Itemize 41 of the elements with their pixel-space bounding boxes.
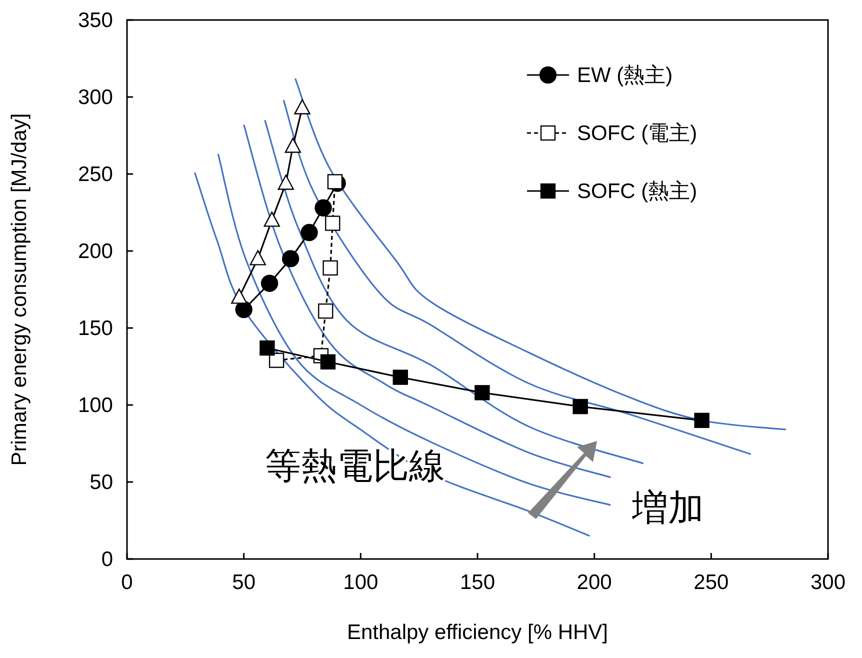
y-axis-title: Primary energy consumption [MJ/day] [8, 113, 31, 466]
legend-label: SOFC (電主) [577, 122, 698, 145]
y-tick-label: 350 [78, 9, 113, 32]
x-tick-label: 100 [343, 571, 378, 594]
point [278, 174, 294, 190]
point [264, 212, 280, 227]
y-tick-label: 200 [78, 240, 113, 263]
point [250, 250, 266, 266]
point [260, 340, 275, 356]
y-tick-label: 150 [78, 317, 113, 340]
x-tick-label: 0 [121, 571, 133, 594]
x-tick-label: 200 [576, 571, 612, 594]
point [300, 224, 318, 242]
y-tick-label: 250 [78, 163, 113, 186]
y-tick-label: 50 [90, 471, 113, 494]
point [318, 303, 334, 319]
point [235, 300, 252, 318]
legend-label: EW (熱主) [577, 64, 673, 87]
point [474, 385, 490, 400]
y-tick-label: 0 [101, 548, 113, 571]
x-axis-title: Enthalpy efficiency [% HHV] [346, 621, 608, 644]
y-tick-label: 100 [78, 394, 113, 417]
x-tick-label: 150 [460, 571, 496, 594]
point [572, 398, 588, 414]
point [284, 138, 302, 153]
annotation: 増加 [631, 487, 704, 528]
point [260, 274, 278, 292]
point [314, 199, 332, 216]
point [320, 354, 336, 370]
legend-label: SOFC (熱主) [577, 180, 698, 203]
x-tick-label: 300 [810, 571, 846, 594]
point [231, 288, 248, 304]
point [694, 412, 710, 428]
point [294, 99, 310, 114]
point [282, 250, 300, 268]
y-tick-label: 300 [78, 86, 113, 109]
point [327, 174, 343, 190]
x-tick-label: 50 [232, 571, 256, 594]
point [392, 370, 408, 385]
point [325, 216, 340, 231]
x-tick-label: 250 [694, 571, 729, 594]
